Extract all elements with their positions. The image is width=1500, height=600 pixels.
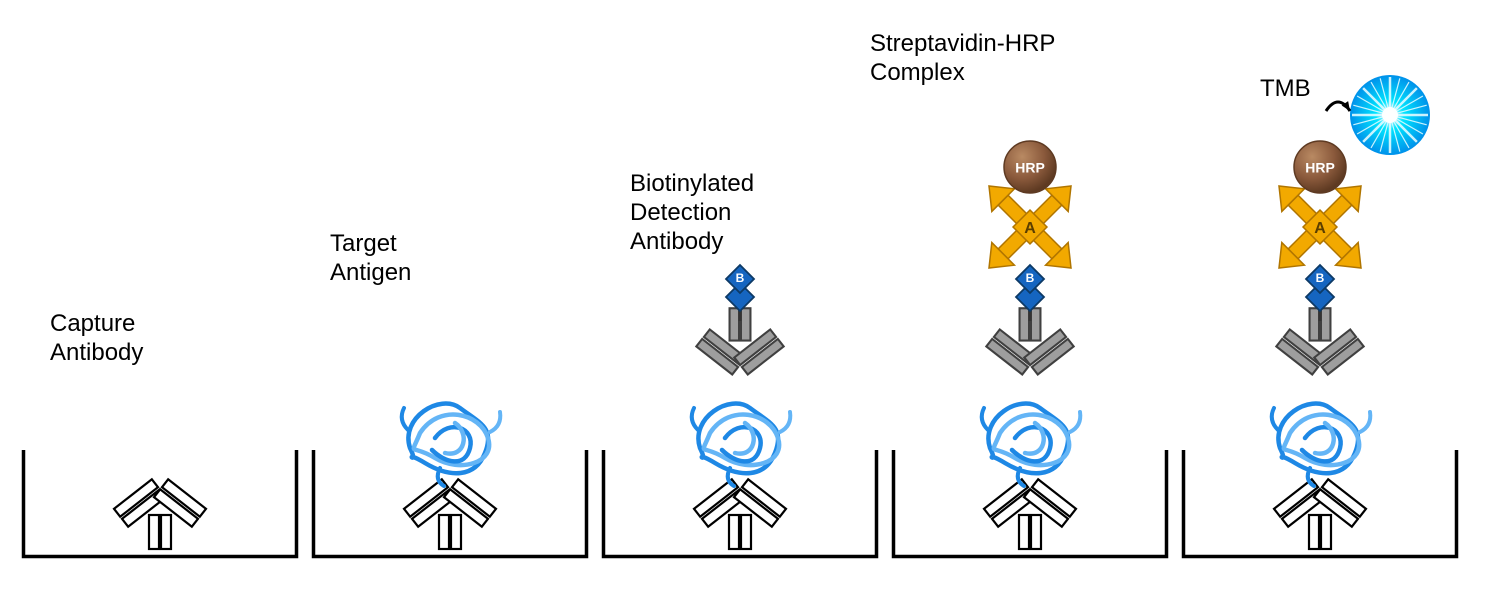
capture-antibody: [694, 479, 786, 549]
target-antigen: [982, 404, 1081, 486]
capture-antibody: [114, 479, 206, 549]
elisa-step-3: B: [600, 40, 880, 560]
panel-3: B: [600, 40, 880, 560]
svg-text:A: A: [1314, 220, 1326, 237]
elisa-step-5: B A HRP: [1180, 40, 1460, 560]
label-strep: Streptavidin-HRP Complex: [870, 30, 1055, 88]
panel-1: [20, 40, 300, 560]
svg-text:A: A: [1024, 220, 1036, 237]
hrp-enzyme: HRP: [1004, 141, 1056, 193]
panel-4: B A HRP: [890, 40, 1170, 560]
capture-antibody: [984, 479, 1076, 549]
elisa-step-1: [20, 40, 300, 560]
target-antigen: [692, 404, 791, 486]
svg-text:B: B: [1316, 271, 1325, 285]
label-capture: Capture Antibody: [50, 310, 143, 368]
svg-text:HRP: HRP: [1305, 160, 1335, 176]
tmb-signal: [1350, 75, 1430, 155]
target-antigen: [402, 404, 501, 486]
capture-antibody: [1274, 479, 1366, 549]
label-detection: Biotinylated Detection Antibody: [630, 170, 754, 256]
target-antigen: [1272, 404, 1371, 486]
hrp-enzyme: HRP: [1294, 141, 1346, 193]
capture-antibody: [404, 479, 496, 549]
svg-text:B: B: [1026, 271, 1035, 285]
elisa-step-4: B A HRP: [890, 40, 1170, 560]
panel-5: B A HRP: [1180, 40, 1460, 560]
svg-text:B: B: [736, 271, 745, 285]
panel-2: [310, 40, 590, 560]
elisa-step-2: [310, 40, 590, 560]
elisa-diagram: B B A HRP B A HRP Capture Antibody Target Antige…: [0, 0, 1500, 600]
label-antigen: Target Antigen: [330, 230, 411, 288]
svg-text:HRP: HRP: [1015, 160, 1045, 176]
label-tmb: TMB: [1260, 75, 1311, 104]
